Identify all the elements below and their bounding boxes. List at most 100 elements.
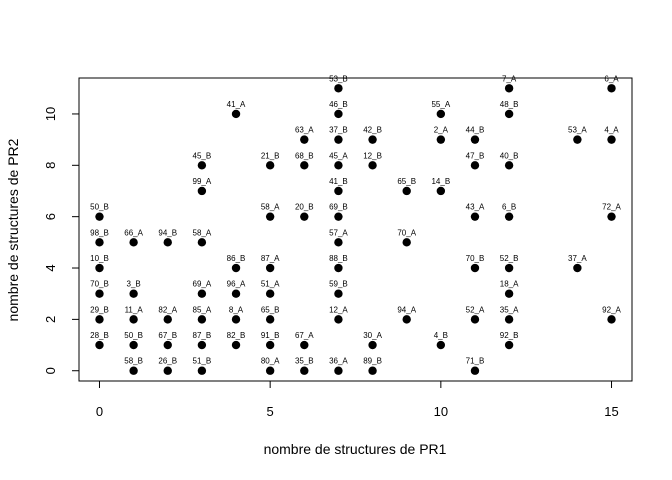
data-point-label: 45_A [329, 151, 348, 160]
data-point [163, 238, 172, 247]
data-point [129, 340, 138, 350]
data-point [95, 238, 104, 247]
data-point-label: 44_B [466, 126, 485, 135]
data-point [95, 289, 104, 298]
data-point-label: 45_B [193, 151, 212, 160]
data-point-label: 6_B [502, 203, 516, 212]
data-point-label: 7_A [502, 74, 517, 83]
data-point [300, 212, 309, 221]
data-point-label: 37_B [329, 126, 348, 135]
data-point [402, 315, 411, 324]
data-point-label: 12_B [363, 151, 382, 160]
data-point-label: 12_A [329, 305, 348, 314]
data-point [607, 84, 616, 93]
data-point-label: 52_A [466, 305, 485, 314]
y-tick-label: 8 [43, 162, 58, 169]
data-point-label: 98_B [90, 228, 109, 237]
data-point-label: 14_B [431, 177, 450, 186]
data-point-label: 68_B [295, 151, 314, 160]
x-tick-label: 10 [434, 404, 448, 419]
data-point [607, 135, 616, 144]
data-point [95, 340, 104, 350]
data-point-label: 88_B [329, 254, 348, 263]
data-point-label: 46_B [329, 100, 348, 109]
data-point-label: 59_B [329, 280, 348, 289]
data-point [231, 263, 241, 273]
data-point-label: 69_A [193, 280, 212, 289]
data-point [368, 135, 377, 144]
data-point-label: 10_B [90, 254, 109, 263]
data-point [231, 109, 241, 119]
data-point [334, 135, 343, 144]
data-point [504, 263, 514, 273]
data-point [163, 366, 172, 375]
data-point-label: 57_A [329, 228, 348, 237]
data-point [300, 340, 309, 350]
data-point-label: 21_B [261, 151, 280, 160]
y-tick-label: 10 [43, 107, 58, 121]
data-point [231, 315, 241, 324]
data-point [197, 315, 207, 324]
data-point [504, 315, 514, 324]
data-point-label: 58_A [261, 203, 280, 212]
data-point-label: 91_B [261, 331, 280, 340]
data-point-label: 50_B [90, 203, 109, 212]
data-point-label: 94_B [158, 228, 177, 237]
data-point [334, 238, 343, 247]
data-point-label: 11_A [125, 305, 144, 314]
data-point [334, 109, 343, 119]
data-point-label: 71_B [466, 357, 485, 366]
data-point-label: 4_A [604, 126, 619, 135]
x-tick-label: 0 [96, 404, 103, 419]
data-point-label: 67_B [158, 331, 177, 340]
data-point [470, 135, 480, 144]
x-axis: 0 5 10 15 [96, 380, 619, 419]
data-point [163, 340, 172, 350]
data-point [95, 315, 104, 324]
data-point-label: 94_A [397, 305, 416, 314]
data-point [300, 135, 309, 144]
data-point-label: 42_B [363, 126, 382, 135]
data-point [607, 315, 616, 324]
data-point-label: 35_B [295, 357, 314, 366]
data-point [573, 263, 582, 273]
data-point-label: 28_B [90, 331, 109, 340]
data-point [265, 289, 275, 298]
data-point-label: 92_B [500, 331, 519, 340]
data-point [504, 109, 514, 119]
data-point-label: 53_A [568, 126, 587, 135]
data-point [129, 315, 138, 324]
data-point-label: 67_A [295, 331, 314, 340]
data-point [197, 238, 207, 247]
data-point [334, 84, 343, 93]
data-point [607, 212, 616, 221]
data-point-label: 51_B [193, 357, 212, 366]
data-point [197, 161, 207, 170]
data-point-label: 86_B [227, 254, 246, 263]
data-point-label: 37_A [568, 254, 587, 263]
data-point-label: 69_B [329, 203, 348, 212]
data-point [197, 366, 207, 375]
data-point [129, 238, 138, 247]
data-point-label: 58_B [124, 357, 143, 366]
data-point-label: 87_B [193, 331, 212, 340]
data-point [504, 340, 514, 350]
data-point [334, 186, 343, 196]
data-point [231, 340, 241, 350]
data-point [470, 161, 480, 170]
data-point [504, 84, 514, 93]
data-point-label: 30_A [363, 331, 382, 340]
data-point [334, 212, 343, 221]
y-axis: 0 2 4 6 8 10 [43, 107, 80, 374]
data-point [436, 109, 446, 119]
data-point-label: 70_B [90, 280, 109, 289]
data-point [129, 366, 138, 375]
data-point [470, 315, 480, 324]
data-point [265, 161, 275, 170]
data-point-label: 82_A [158, 305, 177, 314]
data-point [573, 135, 582, 144]
data-point [334, 263, 343, 273]
data-point-label: 52_B [500, 254, 519, 263]
data-point [300, 366, 309, 375]
